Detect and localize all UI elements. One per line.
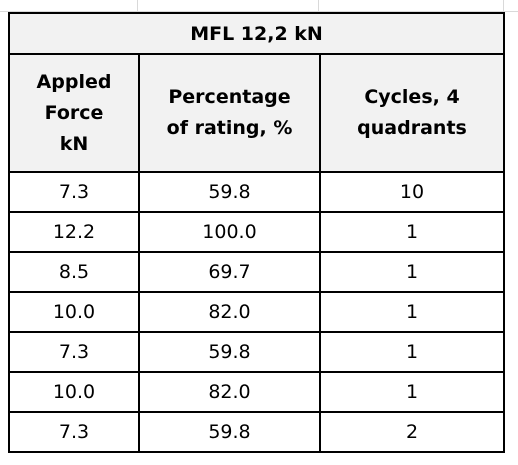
cell-cycles: 1: [318, 291, 506, 333]
table-row: 8.5 69.7 1: [8, 251, 506, 293]
header-text: Cycles, 4: [364, 86, 460, 108]
cell-applied-force: 7.3: [8, 331, 140, 373]
cell-percentage: 82.0: [138, 291, 321, 333]
table-title: MFL 12,2 kN: [7, 12, 506, 55]
table-row: 10.0 82.0 1: [8, 371, 506, 413]
cell-applied-force: 10.0: [8, 371, 140, 413]
column-header-applied-force: Appled Force kN: [8, 53, 140, 173]
cell-applied-force: 12.2: [8, 211, 140, 253]
cell-applied-force: 7.3: [8, 411, 140, 453]
header-row: Appled Force kN Percentage of rating, % …: [8, 53, 506, 173]
cell-cycles: 10: [318, 171, 506, 213]
cell-cycles: 2: [318, 411, 506, 453]
cell-percentage: 59.8: [138, 411, 321, 453]
spreadsheet-gridline-top: [0, 0, 518, 12]
cell-percentage: 82.0: [138, 371, 321, 413]
header-text: Force: [44, 101, 104, 124]
cell-applied-force: 7.3: [8, 171, 140, 213]
spreadsheet-gridline: [503, 0, 504, 12]
spreadsheet-gridline: [137, 0, 138, 12]
header-text: Appled: [36, 70, 112, 93]
cell-cycles: 1: [318, 251, 506, 293]
title-row: MFL 12,2 kN: [7, 12, 506, 55]
table-row: 7.3 59.8 2: [8, 411, 506, 453]
cell-applied-force: 10.0: [8, 291, 140, 333]
table-row: 7.3 59.8 1: [8, 331, 506, 373]
cell-applied-force: 8.5: [8, 251, 140, 293]
table-row: 10.0 82.0 1: [8, 291, 506, 333]
table-row: 12.2 100.0 1: [8, 211, 506, 253]
cell-cycles: 1: [318, 331, 506, 373]
cell-percentage: 100.0: [138, 211, 321, 253]
header-text: kN: [59, 132, 89, 155]
spreadsheet-gridline: [318, 0, 319, 12]
load-cycle-table: MFL 12,2 kN Appled Force kN Percentage o…: [7, 12, 506, 453]
column-header-cycles: Cycles, 4 quadrants: [318, 53, 506, 173]
cell-percentage: 59.8: [138, 171, 321, 213]
cell-percentage: 69.7: [138, 251, 321, 293]
table-row: 7.3 59.8 10: [8, 171, 506, 213]
header-text: of rating, %: [166, 117, 293, 139]
header-text: quadrants: [357, 117, 467, 139]
column-header-percentage-of-rating: Percentage of rating, %: [138, 53, 321, 173]
cell-cycles: 1: [318, 371, 506, 413]
header-text: Percentage: [168, 86, 291, 108]
cell-percentage: 59.8: [138, 331, 321, 373]
cell-cycles: 1: [318, 211, 506, 253]
